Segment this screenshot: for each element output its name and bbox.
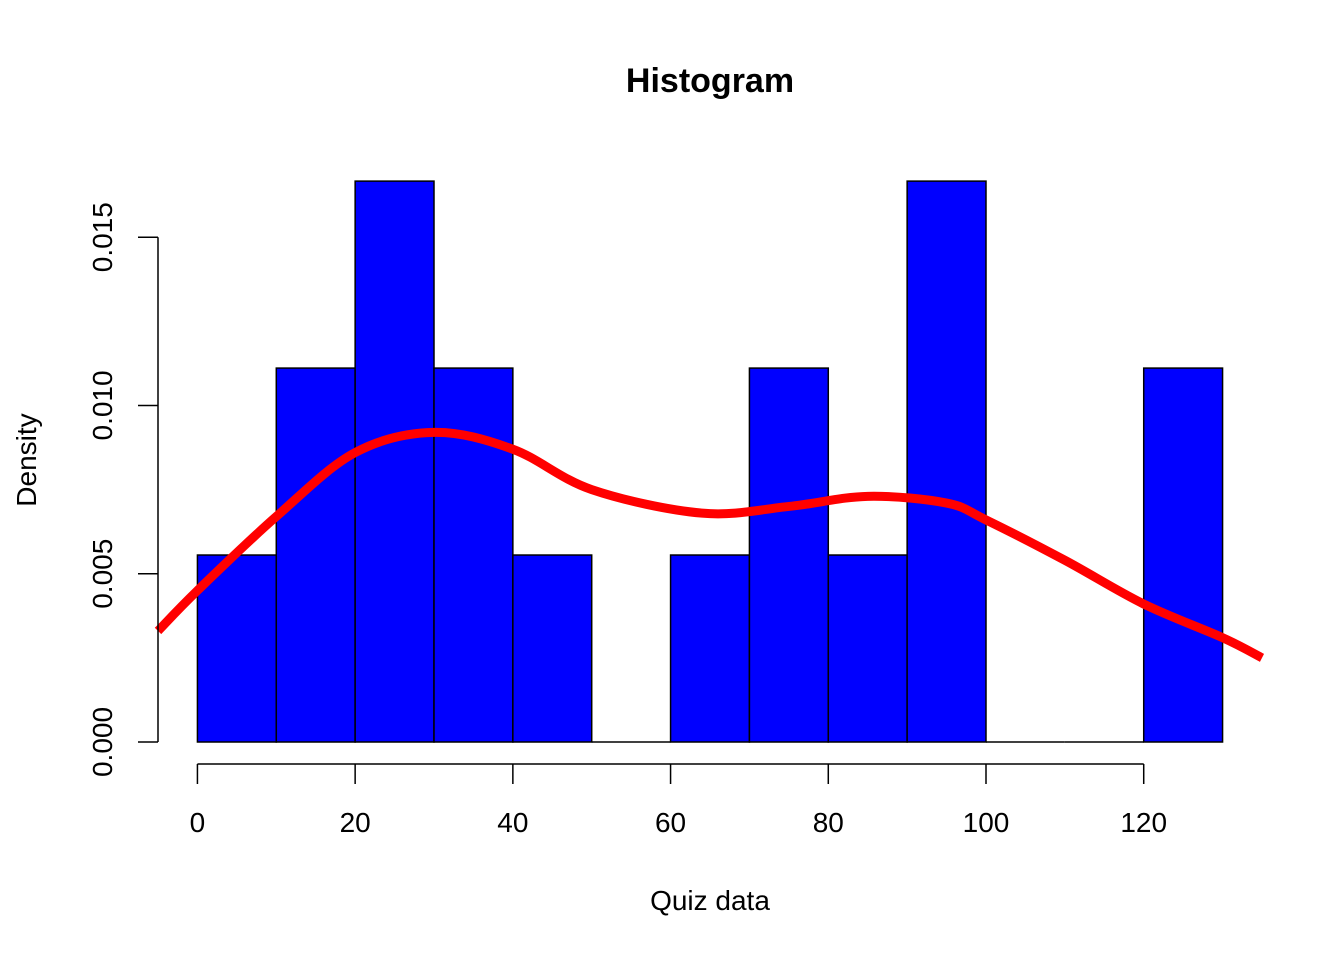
x-tick-label: 0	[190, 807, 206, 838]
density-curve	[154, 427, 1265, 662]
histogram-bar	[748, 367, 830, 743]
y-tick-label: 0.010	[87, 370, 118, 440]
histogram-bar	[827, 554, 908, 743]
x-tick-label: 40	[497, 807, 528, 838]
x-axis-label: Quiz data	[650, 885, 770, 916]
y-tick-label: 0.000	[87, 707, 118, 777]
x-tick-label: 20	[340, 807, 371, 838]
histogram-bar	[906, 180, 987, 743]
x-tick-label: 120	[1120, 807, 1167, 838]
x-tick-label: 80	[813, 807, 844, 838]
y-tick-label: 0.005	[87, 539, 118, 609]
bars-group	[196, 180, 1224, 743]
y-tick-label: 0.015	[87, 202, 118, 272]
x-tick-label: 60	[655, 807, 686, 838]
y-axis: 0.000 0.005 0.010 0.015	[87, 202, 159, 777]
histogram-bar	[196, 554, 278, 743]
y-axis-label: Density	[11, 413, 42, 506]
histogram-bar	[512, 554, 593, 743]
histogram-bar	[1142, 367, 1224, 743]
x-axis: 0 20 40 60 80 100 120	[190, 763, 1167, 838]
histogram-bar	[433, 367, 514, 743]
histogram-bar	[354, 180, 435, 743]
histogram-bar	[275, 367, 356, 743]
x-tick-label: 100	[963, 807, 1010, 838]
chart-title: Histogram	[626, 62, 794, 100]
histogram-bar	[669, 554, 751, 743]
